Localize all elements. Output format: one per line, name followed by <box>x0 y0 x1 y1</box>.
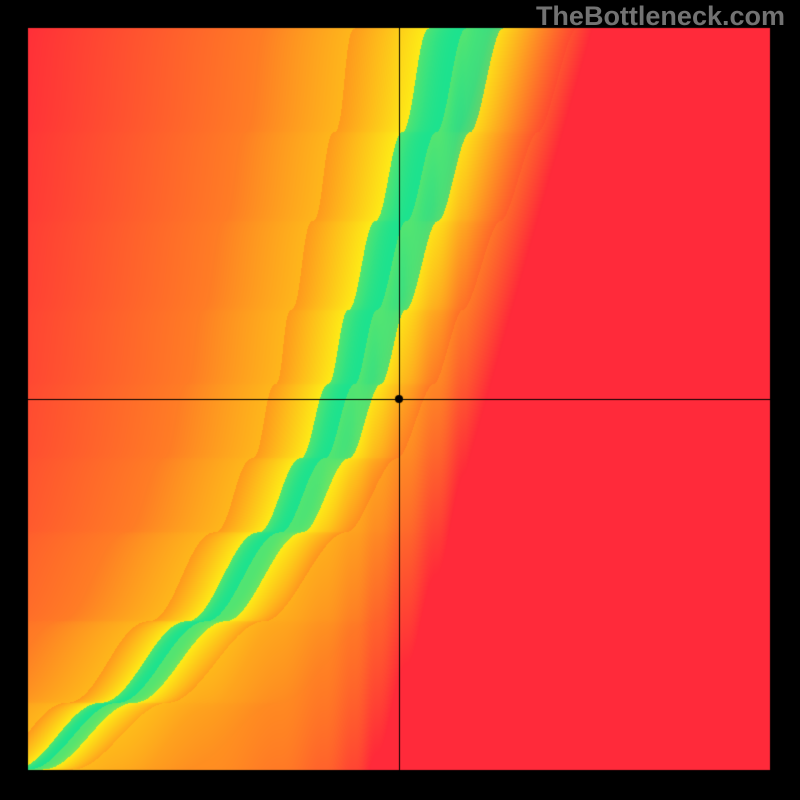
chart-container: TheBottleneck.com <box>0 0 800 800</box>
bottleneck-heatmap <box>0 0 800 800</box>
watermark-text: TheBottleneck.com <box>536 1 785 32</box>
